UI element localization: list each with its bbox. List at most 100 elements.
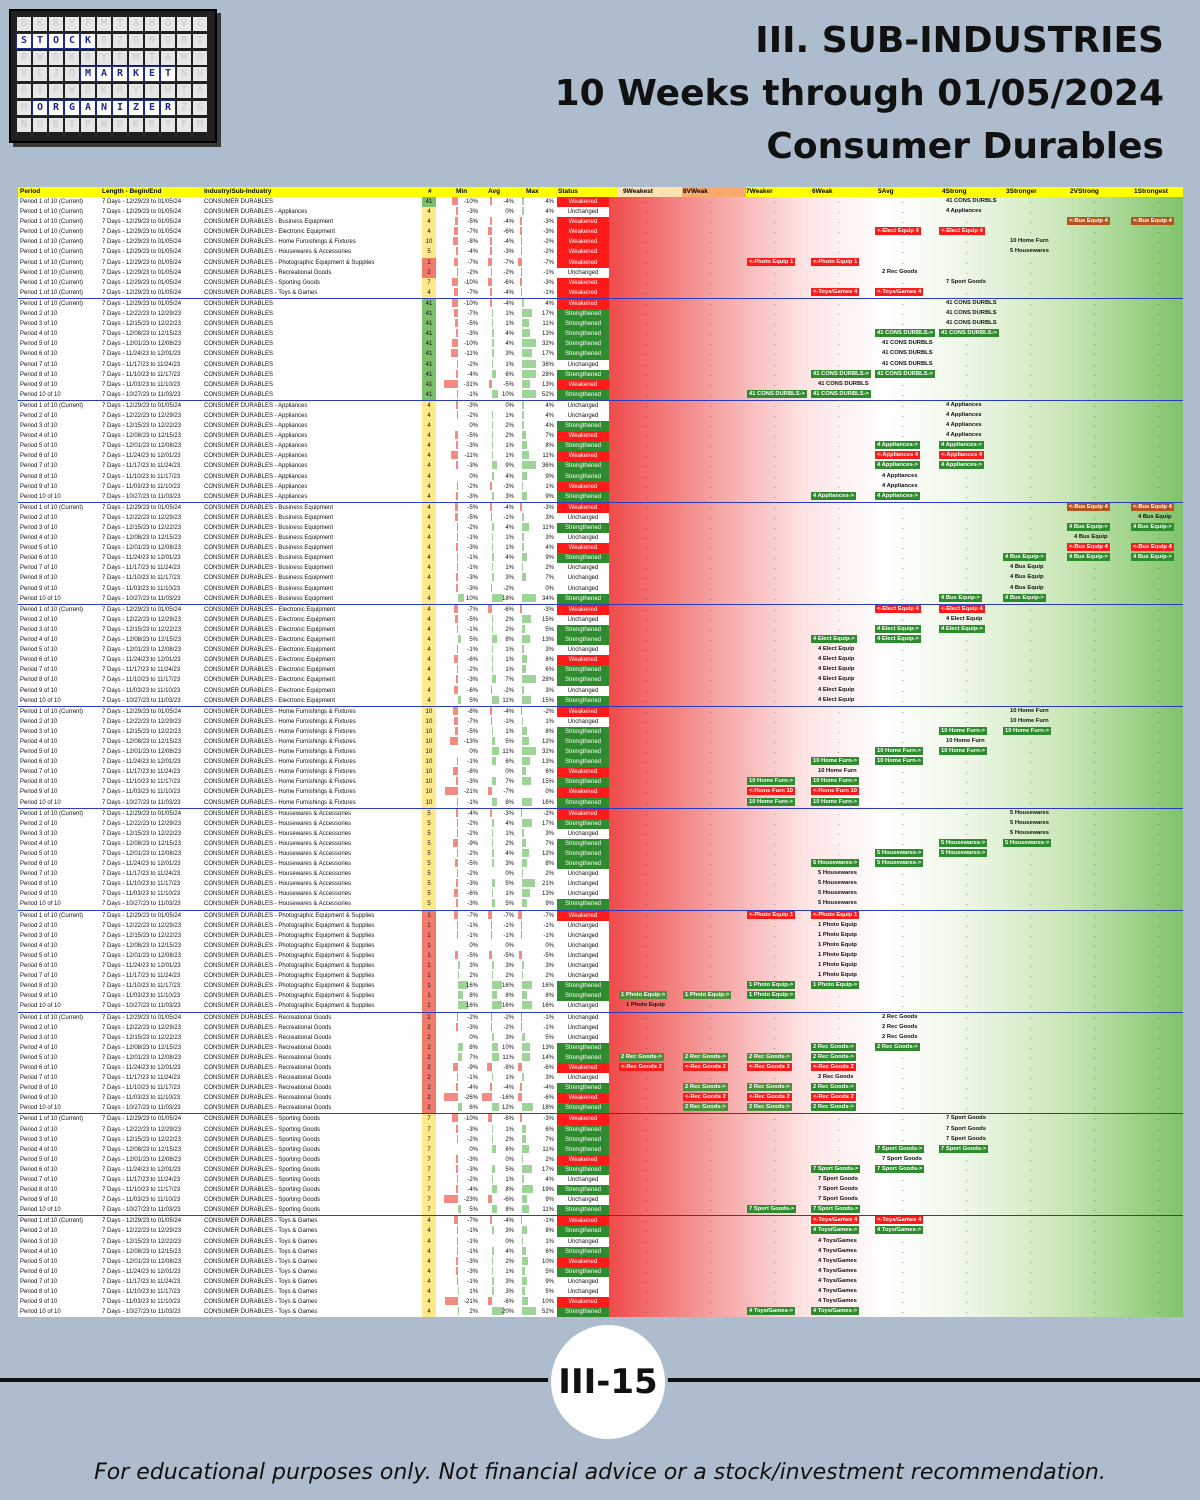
table-row[interactable]: Period 9 of 10 7 Days - 11/03/23 to 11/10…: [18, 991, 1183, 1002]
table-row[interactable]: Period 5 of 10 7 Days - 12/01/23 to 12/08…: [18, 543, 1183, 554]
table-row[interactable]: Period 10 of 10 7 Days - 10/27/23 to 11/0…: [18, 1103, 1183, 1114]
table-row[interactable]: Period 8 of 10 7 Days - 11/10/23 to 11/17…: [18, 471, 1183, 482]
table-row[interactable]: Period 8 of 10 7 Days - 11/10/23 to 11/17…: [18, 1083, 1183, 1094]
column-header[interactable]: 9Weakest: [623, 188, 653, 195]
table-row[interactable]: Period 4 of 10 7 Days - 12/08/23 to 12/15…: [18, 1144, 1183, 1155]
table-row[interactable]: Period 2 of 10 7 Days - 12/22/23 to 12/29…: [18, 920, 1183, 931]
table-row[interactable]: Period 3 of 10 7 Days - 12/15/23 to 12/22…: [18, 1032, 1183, 1043]
table-row[interactable]: Period 4 of 10 7 Days - 12/08/23 to 12/15…: [18, 736, 1183, 748]
column-header[interactable]: #: [428, 188, 432, 195]
column-header[interactable]: 3Stronger: [1006, 188, 1037, 195]
table-row[interactable]: Period 4 of 10 7 Days - 12/08/23 to 12/15…: [18, 1042, 1183, 1053]
table-row[interactable]: Period 1 of 10 (Current) 7 Days - 12/29/2…: [18, 1215, 1183, 1227]
table-row[interactable]: Period 1 of 10 (Current) 7 Days - 12/29/2…: [18, 207, 1183, 218]
column-header[interactable]: 4Strong: [942, 188, 967, 195]
table-row[interactable]: Period 6 of 10 7 Days - 11/24/23 to 12/01…: [18, 1164, 1183, 1175]
table-row[interactable]: Period 8 of 10 7 Days - 11/10/23 to 11/17…: [18, 573, 1183, 584]
column-header[interactable]: Avg: [488, 188, 501, 195]
table-row[interactable]: Period 2 of 10 7 Days - 12/22/23 to 12/29…: [18, 1226, 1183, 1237]
column-header[interactable]: 2VStrong: [1070, 188, 1099, 195]
table-row[interactable]: Period 8 of 10 7 Days - 11/10/23 to 11/17…: [18, 879, 1183, 890]
column-header[interactable]: 1Strongest: [1134, 188, 1168, 195]
table-row[interactable]: Period 3 of 10 7 Days - 12/15/23 to 12/22…: [18, 624, 1183, 636]
table-row[interactable]: Period 9 of 10 7 Days - 11/03/23 to 11/10…: [18, 1093, 1183, 1104]
table-row[interactable]: Period 3 of 10 7 Days - 12/15/23 to 12/22…: [18, 930, 1183, 941]
table-row[interactable]: Period 4 of 10 7 Days - 12/08/23 to 12/15…: [18, 1246, 1183, 1257]
table-row[interactable]: Period 7 of 10 7 Days - 11/17/23 to 11/24…: [18, 1175, 1183, 1186]
table-row[interactable]: Period 3 of 10 7 Days - 12/15/23 to 12/22…: [18, 319, 1183, 330]
column-header[interactable]: Industry/Sub-Industry: [204, 188, 272, 195]
table-row[interactable]: Period 2 of 10 7 Days - 12/22/23 to 12/29…: [18, 716, 1183, 727]
table-row[interactable]: Period 5 of 10 7 Days - 12/01/23 to 12/08…: [18, 747, 1183, 758]
table-row[interactable]: Period 7 of 10 7 Days - 11/17/23 to 11/24…: [18, 665, 1183, 676]
table-row[interactable]: Period 10 of 10 7 Days - 10/27/23 to 11/0…: [18, 593, 1183, 604]
column-header[interactable]: Max: [526, 188, 539, 195]
table-row[interactable]: Period 1 of 10 (Current) 7 Days - 12/29/2…: [18, 237, 1183, 248]
table-row[interactable]: Period 1 of 10 (Current) 7 Days - 12/29/2…: [18, 501, 1183, 513]
table-row[interactable]: Period 6 of 10 7 Days - 11/24/23 to 12/01…: [18, 451, 1183, 462]
table-row[interactable]: Period 1 of 10 (Current) 7 Days - 12/29/2…: [18, 909, 1183, 921]
table-row[interactable]: Period 9 of 10 7 Days - 11/03/23 to 11/10…: [18, 481, 1183, 492]
table-row[interactable]: Period 5 of 10 7 Days - 12/01/23 to 12/08…: [18, 645, 1183, 656]
table-row[interactable]: Period 1 of 10 (Current) 7 Days - 12/29/2…: [18, 1011, 1183, 1023]
table-row[interactable]: Period 1 of 10 (Current) 7 Days - 12/29/2…: [18, 297, 1183, 310]
table-row[interactable]: Period 9 of 10 7 Days - 11/03/23 to 11/10…: [18, 379, 1183, 390]
table-row[interactable]: Period 5 of 10 7 Days - 12/01/23 to 12/08…: [18, 1154, 1183, 1165]
table-row[interactable]: Period 9 of 10 7 Days - 11/03/23 to 11/10…: [18, 889, 1183, 900]
table-row[interactable]: Period 2 of 10 7 Days - 12/22/23 to 12/29…: [18, 818, 1183, 829]
table-row[interactable]: Period 1 of 10 (Current) 7 Days - 12/29/2…: [18, 197, 1183, 208]
table-row[interactable]: Period 3 of 10 7 Days - 12/15/23 to 12/22…: [18, 828, 1183, 839]
table-row[interactable]: Period 7 of 10 7 Days - 11/17/23 to 11/24…: [18, 461, 1183, 472]
column-header[interactable]: Status: [558, 188, 578, 195]
table-row[interactable]: Period 4 of 10 7 Days - 12/08/23 to 12/15…: [18, 431, 1183, 442]
table-row[interactable]: Period 5 of 10 7 Days - 12/01/23 to 12/08…: [18, 950, 1183, 962]
table-row[interactable]: Period 10 of 10 7 Days - 10/27/23 to 11/0…: [18, 1205, 1183, 1216]
table-row[interactable]: Period 1 of 10 (Current) 7 Days - 12/29/2…: [18, 217, 1183, 228]
table-row[interactable]: Period 3 of 10 7 Days - 12/15/23 to 12/22…: [18, 1236, 1183, 1247]
table-row[interactable]: Period 6 of 10 7 Days - 11/24/23 to 12/01…: [18, 349, 1183, 360]
column-header[interactable]: 7Weaker: [746, 188, 773, 195]
table-row[interactable]: Period 2 of 10 7 Days - 12/22/23 to 12/29…: [18, 410, 1183, 422]
table-row[interactable]: Period 1 of 10 (Current) 7 Days - 12/29/2…: [18, 603, 1183, 615]
table-row[interactable]: Period 9 of 10 7 Days - 11/03/23 to 11/10…: [18, 583, 1183, 594]
table-row[interactable]: Period 1 of 10 (Current) 7 Days - 12/29/2…: [18, 287, 1183, 298]
table-row[interactable]: Period 1 of 10 (Current) 7 Days - 12/29/2…: [18, 257, 1183, 268]
table-row[interactable]: Period 2 of 10 7 Days - 12/22/23 to 12/29…: [18, 1124, 1183, 1135]
table-row[interactable]: Period 1 of 10 (Current) 7 Days - 12/29/2…: [18, 1113, 1183, 1125]
table-row[interactable]: Period 3 of 10 7 Days - 12/15/23 to 12/22…: [18, 1134, 1183, 1145]
table-row[interactable]: Period 1 of 10 (Current) 7 Days - 12/29/2…: [18, 247, 1183, 258]
table-row[interactable]: Period 10 of 10 7 Days - 10/27/23 to 11/0…: [18, 899, 1183, 910]
table-row[interactable]: Period 7 of 10 7 Days - 11/17/23 to 11/24…: [18, 869, 1183, 880]
table-row[interactable]: Period 10 of 10 7 Days - 10/27/23 to 11/0…: [18, 1307, 1183, 1317]
table-row[interactable]: Period 6 of 10 7 Days - 11/24/23 to 12/01…: [18, 757, 1183, 768]
table-row[interactable]: Period 2 of 10 7 Days - 12/22/23 to 12/29…: [18, 512, 1183, 523]
table-row[interactable]: Period 3 of 10 7 Days - 12/15/23 to 12/22…: [18, 726, 1183, 737]
table-row[interactable]: Period 2 of 10 7 Days - 12/22/23 to 12/29…: [18, 1022, 1183, 1033]
table-row[interactable]: Period 3 of 10 7 Days - 12/15/23 to 12/22…: [18, 523, 1183, 534]
table-row[interactable]: Period 7 of 10 7 Days - 11/17/23 to 11/24…: [18, 1276, 1183, 1288]
table-row[interactable]: Period 8 of 10 7 Days - 11/10/23 to 11/17…: [18, 675, 1183, 686]
table-row[interactable]: Period 9 of 10 7 Days - 11/03/23 to 11/10…: [18, 1297, 1183, 1308]
table-row[interactable]: Period 6 of 10 7 Days - 11/24/23 to 12/01…: [18, 961, 1183, 972]
table-row[interactable]: Period 4 of 10 7 Days - 12/08/23 to 12/15…: [18, 533, 1183, 544]
table-row[interactable]: Period 1 of 10 (Current) 7 Days - 12/29/2…: [18, 705, 1183, 717]
table-row[interactable]: Period 9 of 10 7 Days - 11/03/23 to 11/10…: [18, 787, 1183, 798]
column-header[interactable]: Min: [456, 188, 468, 195]
column-header[interactable]: Period: [20, 188, 41, 195]
table-row[interactable]: Period 7 of 10 7 Days - 11/17/23 to 11/24…: [18, 359, 1183, 370]
column-header[interactable]: 5Avg: [878, 188, 894, 195]
table-row[interactable]: Period 10 of 10 7 Days - 10/27/23 to 11/0…: [18, 1001, 1183, 1012]
table-row[interactable]: Period 5 of 10 7 Days - 12/01/23 to 12/08…: [18, 339, 1183, 350]
table-row[interactable]: Period 1 of 10 (Current) 7 Days - 12/29/2…: [18, 277, 1183, 288]
table-row[interactable]: Period 4 of 10 7 Days - 12/08/23 to 12/15…: [18, 940, 1183, 951]
column-header[interactable]: 8VWeak: [683, 188, 708, 195]
table-row[interactable]: Period 1 of 10 (Current) 7 Days - 12/29/2…: [18, 399, 1183, 411]
table-row[interactable]: Period 6 of 10 7 Days - 11/24/23 to 12/01…: [18, 859, 1183, 870]
table-row[interactable]: Period 7 of 10 7 Days - 11/17/23 to 11/24…: [18, 971, 1183, 982]
table-row[interactable]: Period 3 of 10 7 Days - 12/15/23 to 12/22…: [18, 421, 1183, 432]
table-row[interactable]: Period 7 of 10 7 Days - 11/17/23 to 11/24…: [18, 1073, 1183, 1084]
table-row[interactable]: Period 10 of 10 7 Days - 10/27/23 to 11/0…: [18, 491, 1183, 502]
table-row[interactable]: Period 6 of 10 7 Days - 11/24/23 to 12/01…: [18, 1266, 1183, 1277]
table-row[interactable]: Period 1 of 10 (Current) 7 Days - 12/29/2…: [18, 267, 1183, 278]
table-row[interactable]: Period 6 of 10 7 Days - 11/24/23 to 12/01…: [18, 553, 1183, 564]
